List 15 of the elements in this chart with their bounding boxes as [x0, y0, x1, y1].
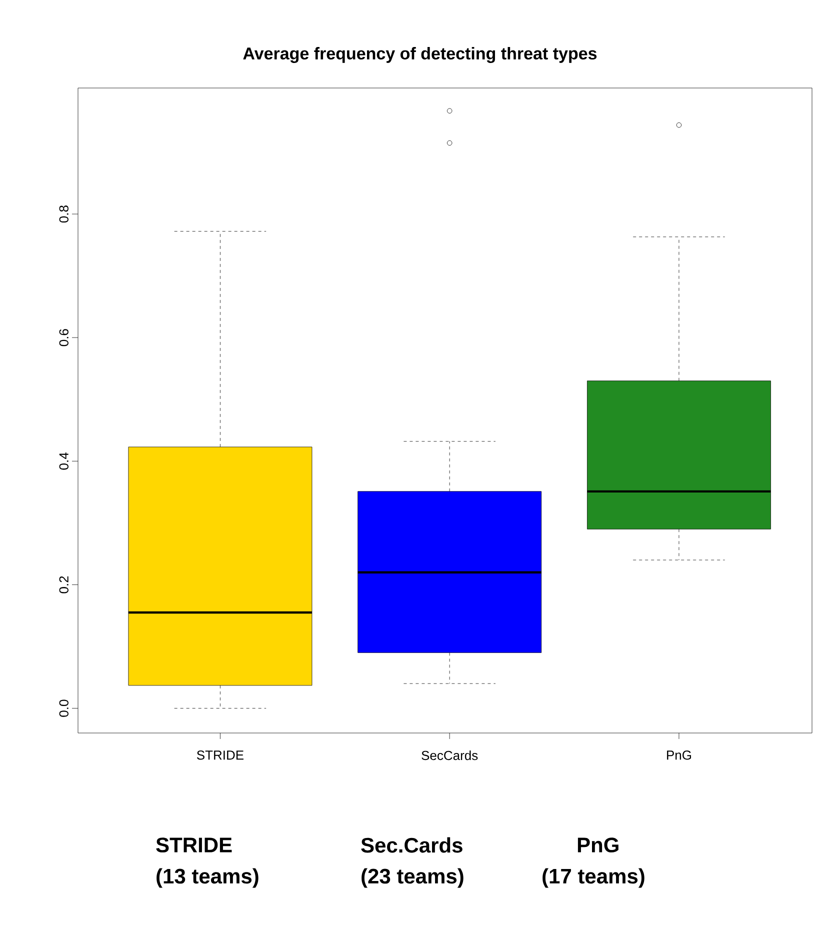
y-tick-label: 0.6 [59, 329, 68, 346]
text: (17 teams) [542, 868, 644, 888]
text: Sec.Cards [361, 837, 462, 853]
x-tick-label: STRIDE [196, 750, 244, 760]
text: (13 teams) [156, 868, 258, 888]
x-tick-label: PnG [667, 750, 691, 760]
x-tick-label: SecCards [422, 750, 478, 760]
chart-title: Average frequency of detecting threat types [243, 47, 597, 63]
text: (23 teams) [362, 868, 464, 888]
y-tick-label: 0.0 [59, 700, 68, 717]
y-tick-label: 0.2 [59, 576, 68, 594]
y-tick-label: 0.8 [59, 206, 68, 223]
text: PnG [578, 838, 618, 852]
text: STRIDE [156, 838, 232, 852]
y-tick-label: 0.4 [59, 452, 68, 470]
